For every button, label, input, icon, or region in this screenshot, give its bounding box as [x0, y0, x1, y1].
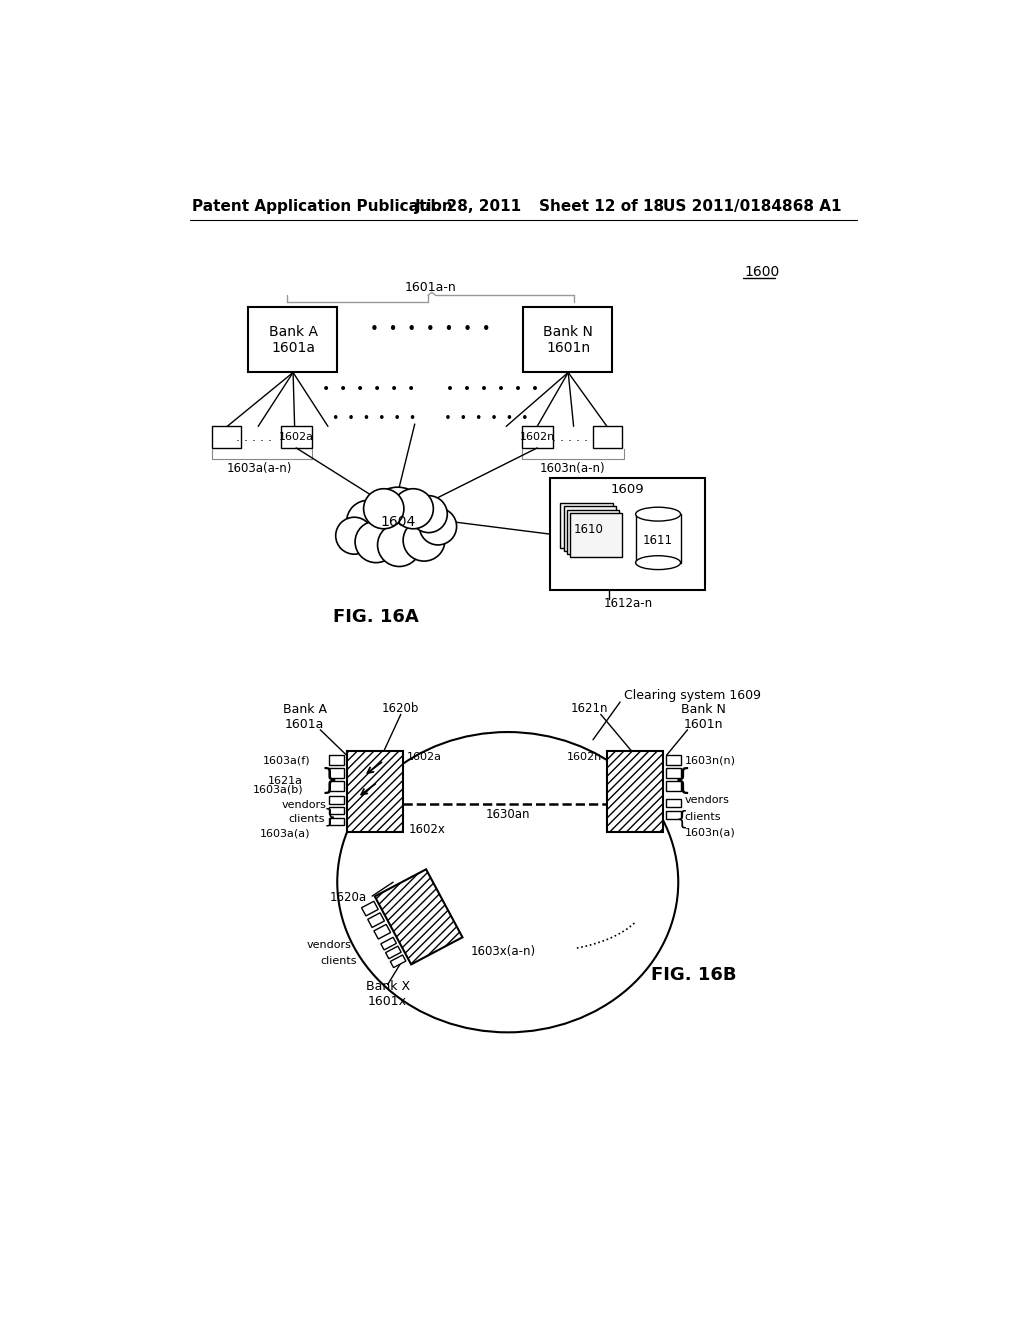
Bar	[523, 308, 612, 372]
Text: 1600: 1600	[744, 265, 779, 280]
Text: Bank A
1601a: Bank A 1601a	[268, 325, 317, 355]
Bar	[666, 799, 681, 807]
Text: 1620a: 1620a	[330, 891, 367, 904]
Text: •  •  •  •  •  •       •  •  •  •  •  •: • • • • • • • • • • • •	[322, 383, 539, 396]
Bar	[607, 751, 663, 832]
Bar	[386, 946, 401, 958]
Text: }: }	[324, 808, 336, 826]
Text: 1603n(a-n): 1603n(a-n)	[540, 462, 605, 475]
Ellipse shape	[636, 556, 681, 570]
Bar	[666, 812, 681, 818]
Text: Bank X
1601x: Bank X 1601x	[366, 979, 410, 1008]
Bar	[521, 426, 553, 447]
Bar	[569, 512, 623, 557]
Circle shape	[369, 487, 427, 545]
Bar	[347, 751, 403, 832]
Text: 1601a-n: 1601a-n	[404, 281, 456, 294]
Circle shape	[403, 520, 445, 561]
Text: •  •  •  •  •  •       •  •  •  •  •  •: • • • • • • • • • • • •	[332, 412, 528, 425]
Bar	[666, 768, 681, 779]
Bar	[550, 478, 706, 590]
Bar	[560, 503, 613, 548]
Text: 1602n: 1602n	[519, 432, 555, 442]
Circle shape	[393, 488, 433, 529]
Text: FIG. 16B: FIG. 16B	[651, 966, 736, 983]
Text: {: {	[676, 809, 688, 829]
Bar	[593, 426, 623, 447]
Text: Clearing system 1609: Clearing system 1609	[624, 689, 761, 702]
Text: 1620b: 1620b	[382, 702, 420, 715]
Circle shape	[378, 524, 421, 566]
Text: 1603x(a-n): 1603x(a-n)	[471, 945, 536, 958]
Bar	[563, 507, 616, 552]
Text: FIG. 16A: FIG. 16A	[333, 607, 419, 626]
Text: 1603a(a-n): 1603a(a-n)	[227, 462, 293, 475]
Bar	[375, 870, 463, 965]
Bar	[347, 751, 403, 832]
Bar	[390, 954, 406, 968]
Text: 1602n: 1602n	[567, 752, 602, 763]
Text: US 2011/0184868 A1: US 2011/0184868 A1	[663, 198, 842, 214]
Text: clients: clients	[289, 814, 325, 824]
Bar	[248, 308, 337, 372]
Text: 1603n(a): 1603n(a)	[684, 828, 735, 837]
Text: Bank N
1601n: Bank N 1601n	[544, 325, 593, 355]
Bar	[329, 796, 344, 804]
Text: 1621a: 1621a	[268, 776, 303, 785]
Text: 1603n(n): 1603n(n)	[684, 755, 735, 766]
Text: 1611: 1611	[643, 533, 673, 546]
Circle shape	[420, 508, 457, 545]
Text: 1612a-n: 1612a-n	[603, 597, 652, 610]
Text: . . . . .: . . . . .	[237, 430, 272, 444]
Bar	[281, 426, 311, 447]
Text: 1603a(b): 1603a(b)	[253, 785, 303, 795]
Text: 1630an: 1630an	[485, 808, 530, 821]
Bar	[212, 426, 241, 447]
Text: 1604: 1604	[380, 515, 416, 529]
Bar	[666, 755, 681, 766]
Text: {: {	[674, 767, 691, 795]
Bar	[329, 768, 344, 779]
Text: vendors: vendors	[306, 940, 351, 950]
Bar	[375, 870, 463, 965]
Circle shape	[346, 500, 390, 544]
Bar	[607, 751, 663, 832]
Bar	[566, 510, 620, 554]
Text: 1603a(f): 1603a(f)	[262, 755, 310, 766]
Text: . . . . .: . . . . .	[552, 430, 588, 444]
Text: Patent Application Publication: Patent Application Publication	[191, 198, 453, 214]
Text: clients: clients	[684, 812, 721, 822]
Text: •  •  •  •  •  •  •: • • • • • • •	[370, 322, 490, 337]
Bar	[381, 937, 396, 950]
Bar	[368, 913, 384, 928]
Bar	[361, 902, 378, 916]
Circle shape	[364, 488, 403, 529]
Text: 1621n: 1621n	[570, 702, 608, 715]
Bar	[666, 781, 681, 792]
Text: }: }	[321, 767, 338, 795]
Text: 1602x: 1602x	[409, 824, 445, 837]
Text: Sheet 12 of 18: Sheet 12 of 18	[539, 198, 664, 214]
Text: vendors: vendors	[684, 795, 729, 805]
Bar	[329, 781, 344, 792]
Bar	[636, 515, 681, 562]
Text: 1603a(a): 1603a(a)	[260, 829, 310, 838]
Text: 1610: 1610	[573, 523, 603, 536]
Text: 1609: 1609	[611, 483, 645, 496]
Bar	[329, 807, 344, 814]
Ellipse shape	[636, 507, 681, 521]
Circle shape	[336, 517, 373, 554]
Text: 1602a: 1602a	[407, 752, 442, 763]
Bar	[374, 924, 390, 939]
Bar	[329, 817, 344, 825]
Bar	[329, 755, 344, 766]
Text: Jul. 28, 2011: Jul. 28, 2011	[415, 198, 522, 214]
Text: clients: clients	[321, 956, 356, 966]
Circle shape	[355, 521, 397, 562]
Text: vendors: vendors	[282, 800, 327, 810]
Text: Bank N
1601n: Bank N 1601n	[681, 702, 725, 731]
Circle shape	[410, 496, 447, 533]
Text: Bank A
1601a: Bank A 1601a	[283, 702, 327, 731]
Text: 1602a: 1602a	[279, 432, 313, 442]
